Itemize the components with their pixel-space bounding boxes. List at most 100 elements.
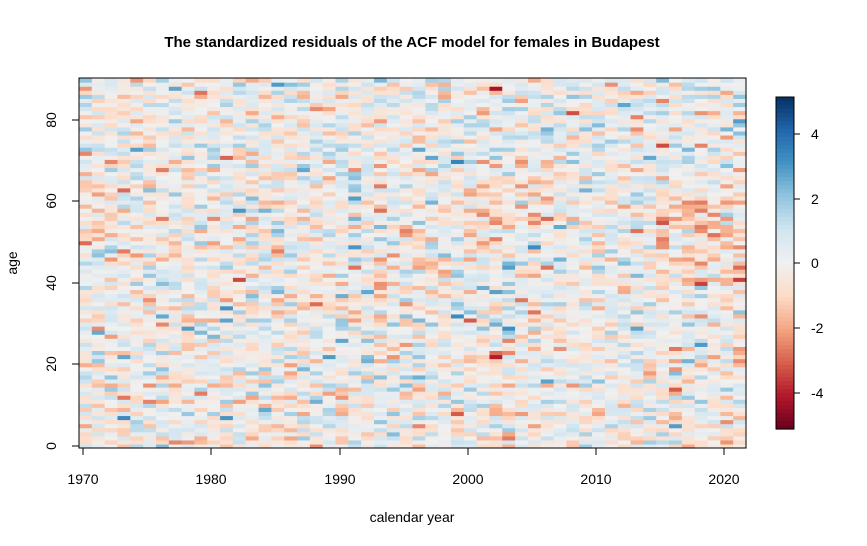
heatmap-cell (233, 98, 246, 103)
heatmap-cell (182, 281, 195, 286)
heatmap-cell (194, 224, 207, 229)
heatmap-cell (79, 265, 92, 270)
heatmap-cell (361, 281, 374, 286)
heatmap-cell (374, 367, 387, 372)
heatmap-cell (682, 387, 695, 392)
heatmap-cell (477, 90, 490, 95)
heatmap-cell (669, 322, 682, 327)
heatmap-cell (92, 403, 105, 408)
heatmap-cell (323, 220, 336, 225)
heatmap-cell (643, 289, 656, 294)
heatmap-cell (618, 208, 631, 213)
heatmap-cell (669, 359, 682, 364)
heatmap-cell (259, 249, 272, 254)
heatmap-cell (336, 281, 349, 286)
heatmap-cell (271, 346, 284, 351)
heatmap-cell (182, 237, 195, 242)
heatmap-cell (361, 82, 374, 87)
heatmap-cell (271, 224, 284, 229)
heatmap-cell (323, 428, 336, 433)
heatmap-cell (130, 293, 143, 298)
heatmap-cell (259, 123, 272, 128)
heatmap-cell (502, 342, 515, 347)
heatmap-cell (105, 387, 118, 392)
heatmap-cell (708, 346, 721, 351)
heatmap-cell (387, 363, 400, 368)
heatmap-cell (708, 131, 721, 136)
heatmap-cell (695, 261, 708, 266)
heatmap-cell (233, 233, 246, 238)
heatmap-cell (464, 277, 477, 282)
heatmap-cell (220, 237, 233, 242)
heatmap-cell (438, 233, 451, 238)
heatmap-cell (413, 208, 426, 213)
heatmap-cell (105, 302, 118, 307)
heatmap-cell (400, 228, 413, 233)
heatmap-cell (708, 354, 721, 359)
heatmap-cell (130, 253, 143, 258)
heatmap-cell (515, 371, 528, 376)
heatmap-cell (117, 289, 130, 294)
heatmap-cell (194, 86, 207, 91)
heatmap-cell (117, 310, 130, 315)
heatmap-cell (643, 350, 656, 355)
heatmap-cell (284, 237, 297, 242)
heatmap-cell (708, 115, 721, 120)
heatmap-cell (79, 147, 92, 152)
heatmap-cell (695, 346, 708, 351)
heatmap-cell (554, 176, 567, 181)
heatmap-cell (605, 167, 618, 172)
heatmap-cell (605, 180, 618, 185)
heatmap-cell (413, 204, 426, 209)
heatmap-cell (464, 228, 477, 233)
heatmap-cell (117, 159, 130, 164)
heatmap-cell (554, 159, 567, 164)
heatmap-cell (566, 322, 579, 327)
heatmap-cell (695, 322, 708, 327)
heatmap-cell (656, 102, 669, 107)
heatmap-cell (656, 167, 669, 172)
heatmap-cell (592, 139, 605, 144)
heatmap-cell (669, 228, 682, 233)
heatmap-cell (194, 82, 207, 87)
heatmap-cell (105, 314, 118, 319)
heatmap-cell (105, 200, 118, 205)
heatmap-cell (182, 359, 195, 364)
heatmap-cell (579, 289, 592, 294)
heatmap-cell (374, 233, 387, 238)
heatmap-cell (92, 289, 105, 294)
heatmap-cell (451, 407, 464, 412)
heatmap-cell (502, 224, 515, 229)
heatmap-cell (682, 204, 695, 209)
heatmap-cell (79, 379, 92, 384)
heatmap-cell (310, 371, 323, 376)
heatmap-cell (143, 176, 156, 181)
heatmap-cell (477, 172, 490, 177)
heatmap-cell (708, 94, 721, 99)
heatmap-cell (438, 78, 451, 83)
heatmap-cell (631, 123, 644, 128)
heatmap-cell (387, 135, 400, 140)
heatmap-cell (271, 200, 284, 205)
heatmap-cell (592, 383, 605, 388)
heatmap-cell (656, 216, 669, 221)
heatmap-cell (695, 176, 708, 181)
heatmap-cell (361, 346, 374, 351)
heatmap-cell (156, 387, 169, 392)
heatmap-cell (618, 289, 631, 294)
heatmap-cell (643, 342, 656, 347)
heatmap-cell (182, 257, 195, 262)
heatmap-cell (515, 298, 528, 303)
heatmap-cell (669, 285, 682, 290)
heatmap-cell (592, 293, 605, 298)
heatmap-cell (271, 115, 284, 120)
heatmap-cell (451, 208, 464, 213)
heatmap-cell (336, 188, 349, 193)
heatmap-cell (489, 163, 502, 168)
heatmap-cell (182, 424, 195, 429)
heatmap-cell (541, 354, 554, 359)
heatmap-cell (695, 375, 708, 380)
heatmap-cell (220, 180, 233, 185)
heatmap-cell (156, 314, 169, 319)
heatmap-cell (271, 249, 284, 254)
